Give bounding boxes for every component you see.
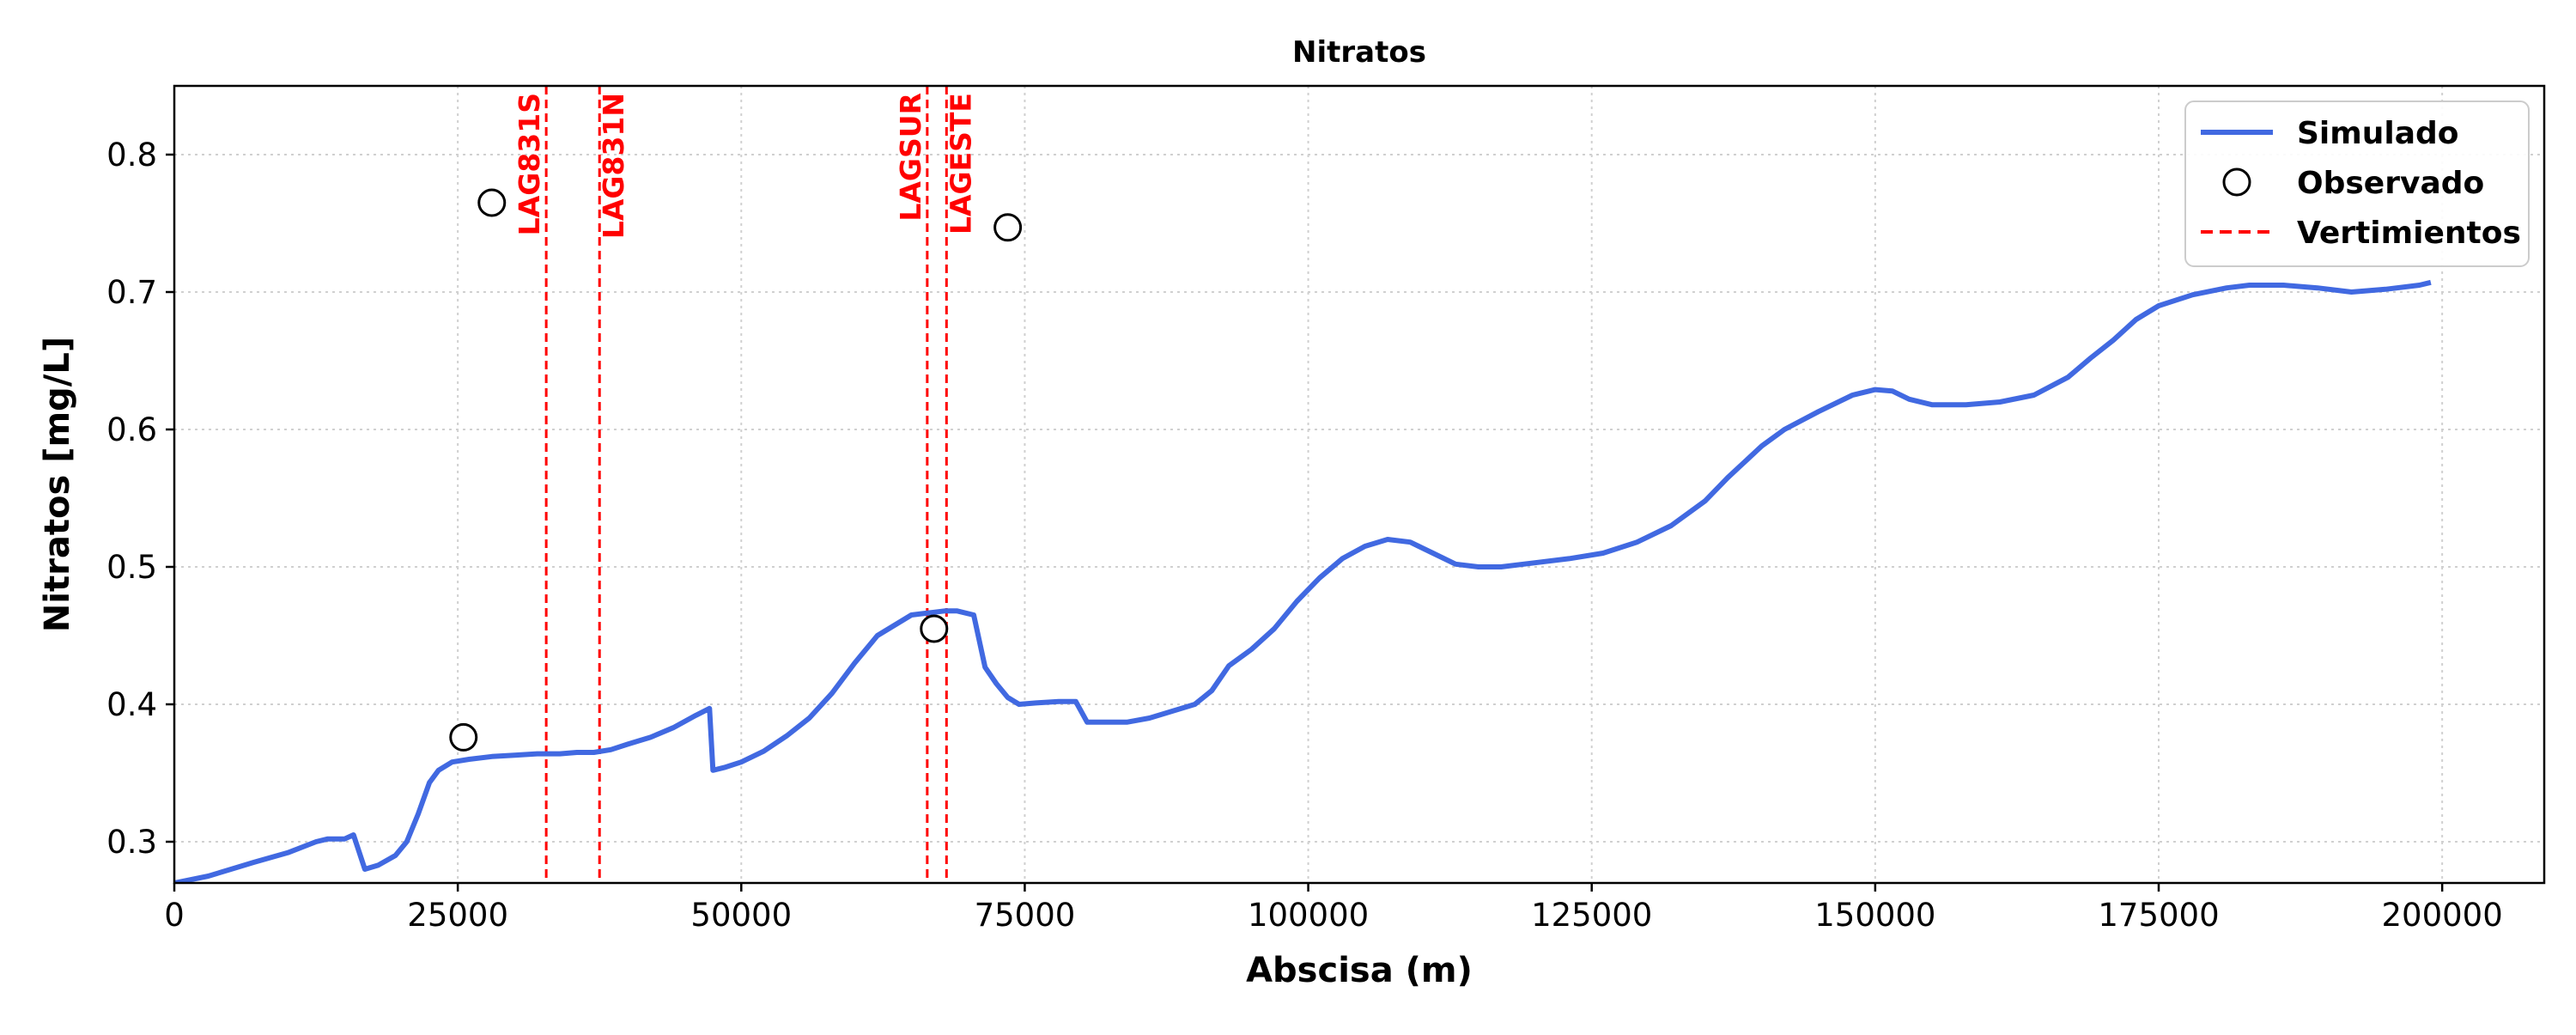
legend-box <box>2184 100 2530 267</box>
x-tick-label: 25000 <box>407 897 508 934</box>
vertimientos-group: LAG831S LAG831N LAGSUR LAGESTE <box>513 86 977 883</box>
plot-frame <box>173 84 2546 885</box>
y-axis-label: Nitratos [mg/L] <box>38 337 77 632</box>
x-tick-label: 75000 <box>975 897 1076 934</box>
legend: Simulado Observado Vertimientos <box>2184 100 2530 267</box>
observado-point <box>993 213 1023 242</box>
legend-observado-swatch <box>2222 167 2251 197</box>
legend-label-vertimientos: Vertimientos <box>2297 216 2521 251</box>
vertimiento-label: LAGESTE <box>944 93 977 234</box>
observado-point <box>477 188 507 217</box>
y-tick-label: 0.6 <box>106 411 157 448</box>
legend-label-simulado: Simulado <box>2297 116 2459 151</box>
y-tick-label: 0.3 <box>106 824 157 861</box>
x-axis-label: Abscisa (m) <box>1246 951 1473 990</box>
y-tick-label: 0.7 <box>106 274 157 311</box>
observado-point <box>920 614 949 643</box>
observado-markers <box>449 188 1023 752</box>
x-tick-label: 150000 <box>1814 897 1935 934</box>
vertimiento-label: LAGSUR <box>894 93 927 222</box>
y-tick-label: 0.8 <box>106 137 157 174</box>
y-tick-label: 0.5 <box>106 549 157 586</box>
x-tick-label: 125000 <box>1531 897 1652 934</box>
x-tick-label: 0 <box>164 897 185 934</box>
vertimiento-label: LAG831N <box>597 93 630 239</box>
series-simulado-line <box>174 279 2432 883</box>
y-tick-label: 0.4 <box>106 686 157 723</box>
axis-ticks: 0 25000 50000 75000 100000 125000 150000 175000… <box>106 137 2503 934</box>
x-tick-label: 50000 <box>690 897 792 934</box>
chart-title: Nitratos <box>1292 35 1426 70</box>
x-tick-label: 200000 <box>2382 897 2503 934</box>
observado-point <box>449 722 478 752</box>
vertimiento-label: LAG831S <box>513 93 546 235</box>
x-tick-label: 100000 <box>1248 897 1369 934</box>
x-tick-label: 175000 <box>2098 897 2219 934</box>
legend-label-observado: Observado <box>2297 166 2484 201</box>
